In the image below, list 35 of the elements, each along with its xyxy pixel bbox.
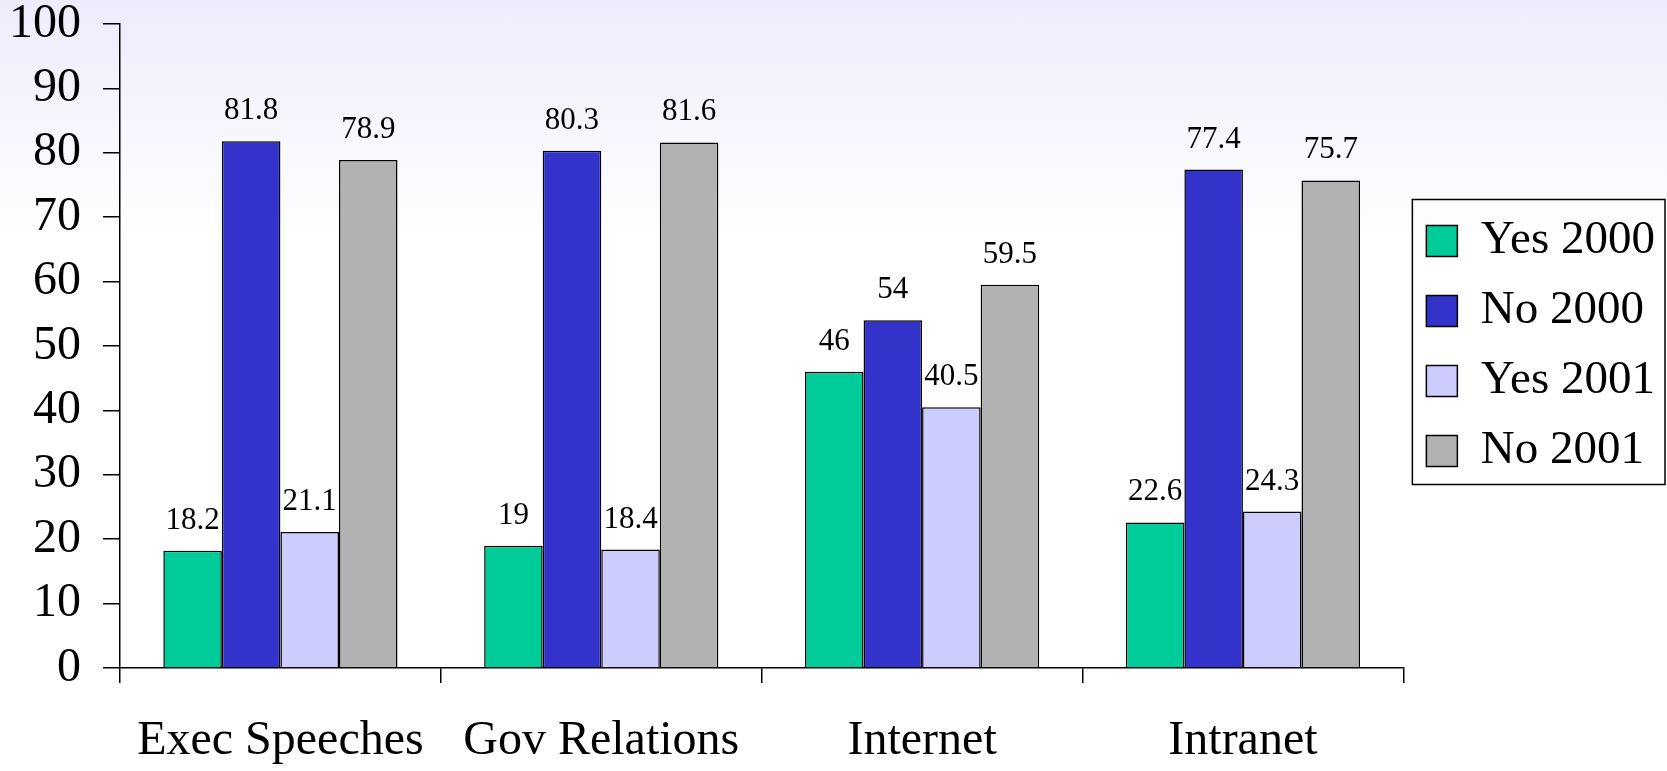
legend-label: No 2001 — [1480, 421, 1645, 474]
y-tick-label: 50 — [33, 315, 81, 369]
y-tick-label: 80 — [33, 122, 81, 176]
data-label: 18.4 — [603, 499, 659, 535]
x-tick-label: Internet — [847, 711, 998, 765]
y-tick-label: 90 — [33, 58, 81, 112]
data-label: 46 — [818, 321, 850, 357]
y-tick-label: 0 — [57, 637, 81, 691]
data-label: 19 — [497, 495, 529, 531]
data-label: 80.3 — [544, 100, 600, 136]
x-tick-label: Gov Relations — [463, 711, 740, 765]
y-tick-label: 100 — [9, 0, 81, 47]
legend-label: Yes 2001 — [1480, 351, 1655, 404]
data-label: 75.7 — [1303, 130, 1358, 166]
data-label: 77.4 — [1186, 119, 1242, 155]
x-tick-label: Exec Speeches — [137, 711, 424, 765]
legend-label: Yes 2000 — [1480, 211, 1655, 264]
data-label: 78.9 — [341, 109, 396, 145]
legend-label: No 2000 — [1480, 281, 1645, 334]
y-tick-label: 70 — [33, 186, 81, 240]
data-label: 18.2 — [165, 500, 220, 536]
data-label: 22.6 — [1127, 472, 1183, 508]
data-label: 40.5 — [924, 357, 979, 393]
y-tick-label: 20 — [33, 508, 81, 562]
y-tick-label: 10 — [33, 573, 81, 627]
data-label: 81.6 — [661, 92, 717, 128]
data-label: 24.3 — [1245, 461, 1300, 497]
y-tick-label: 40 — [33, 380, 81, 434]
data-label: 21.1 — [282, 482, 337, 518]
data-label: 81.8 — [224, 91, 279, 127]
y-tick-label: 60 — [33, 251, 81, 305]
x-tick-label: Intranet — [1168, 711, 1319, 765]
data-label: 59.5 — [982, 234, 1038, 270]
y-tick-label: 30 — [33, 444, 81, 498]
data-label: 54 — [877, 270, 909, 306]
